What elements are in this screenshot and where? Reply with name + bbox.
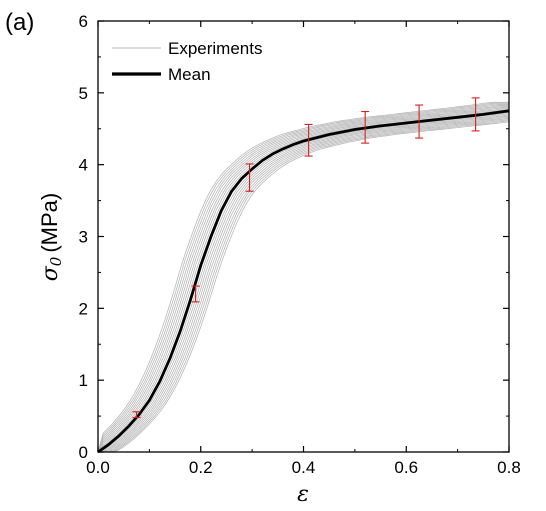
experiment-curve — [97, 101, 509, 453]
experiment-curve — [98, 116, 510, 453]
y-tick-label: 6 — [79, 12, 88, 31]
experiment-curve — [98, 117, 510, 453]
y-tick-label: 4 — [79, 156, 88, 175]
experiment-curve — [97, 107, 509, 453]
mean-curve — [97, 109, 510, 454]
x-tick-label: 0.8 — [497, 458, 521, 477]
y-tick-label: 5 — [79, 84, 88, 103]
x-tick-label: 0.6 — [394, 458, 418, 477]
experiment-curve — [97, 108, 510, 453]
y-tick-label: 0 — [79, 443, 88, 462]
error-bar — [304, 123, 313, 157]
x-axis-ticks: 0.0 0.2 0.4 0.6 0.8 — [86, 21, 521, 477]
y-tick-label: 1 — [79, 371, 88, 390]
experiment-curve — [98, 114, 510, 453]
error-bar — [245, 163, 254, 192]
y-tick-label: 3 — [79, 228, 88, 247]
error-bar — [471, 97, 480, 132]
y-axis-subscript: 0 — [47, 256, 65, 266]
experiment-curve — [97, 109, 510, 453]
error-bar — [132, 411, 141, 419]
experiment-curve — [97, 103, 509, 453]
y-axis-ticks: 0 1 2 3 4 5 6 — [79, 12, 509, 462]
y-axis-symbol: σ — [38, 265, 63, 281]
experiment-curve — [97, 113, 510, 453]
error-bar — [191, 285, 200, 303]
legend-label-mean: Mean — [168, 65, 211, 84]
experiment-curve — [97, 104, 509, 453]
legend-label-experiments: Experiments — [168, 39, 262, 58]
experiment-curve — [98, 120, 510, 453]
experiment-curve — [97, 106, 509, 453]
experiment-curves — [97, 101, 510, 453]
x-tick-label: 0.4 — [292, 458, 316, 477]
y-axis-title: σ0 (MPa) — [37, 193, 65, 281]
experiment-curve — [97, 102, 509, 453]
error-bar — [361, 110, 370, 144]
mean-curve-layer — [97, 109, 510, 454]
x-axis-title: ε — [297, 482, 309, 507]
error-bars — [132, 97, 480, 419]
experiment-curve — [97, 112, 510, 453]
y-tick-label: 2 — [79, 299, 88, 318]
error-bar — [415, 104, 424, 139]
x-tick-label: 0.0 — [86, 458, 110, 477]
y-axis-unit: (MPa) — [37, 193, 62, 253]
legend: Experiments Mean — [112, 39, 262, 84]
experiment-curve — [98, 115, 510, 453]
experiment-curve — [97, 105, 509, 453]
experiment-curve — [98, 121, 510, 453]
x-tick-label: 0.2 — [189, 458, 213, 477]
experiment-curve — [98, 119, 510, 453]
panel-label: (a) — [5, 9, 34, 36]
